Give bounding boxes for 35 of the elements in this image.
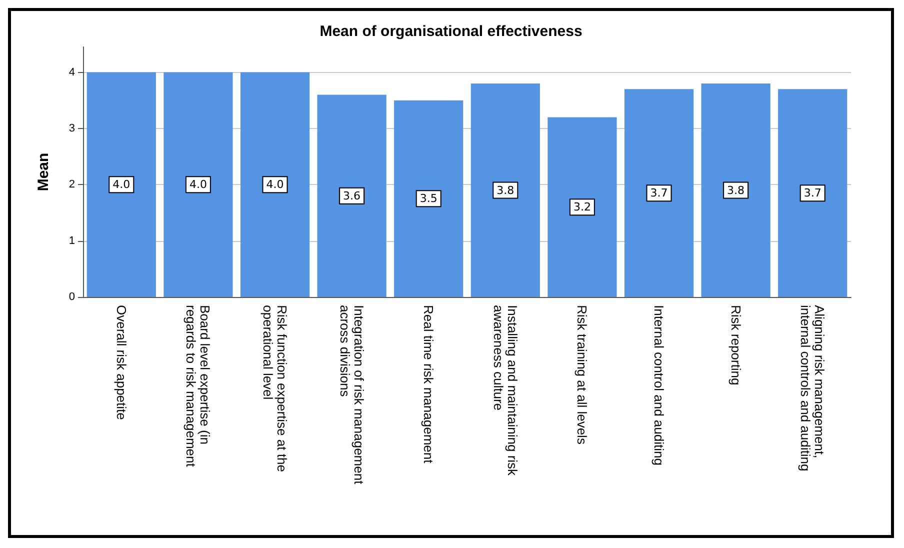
bar <box>548 117 617 297</box>
bar <box>240 72 310 297</box>
x-tick-label: Installing and maintaining risk awareness culture <box>490 305 520 480</box>
x-tick-label: Board level expertise (in regards to risk management <box>184 305 213 468</box>
y-tick-label: 3 <box>68 122 75 134</box>
y-tick-label: 0 <box>68 291 75 303</box>
y-tick-label: 1 <box>68 234 75 247</box>
data-label: 3.8 <box>727 184 745 197</box>
chart-title: Mean of organisational effectiveness <box>320 23 582 40</box>
bar <box>470 84 540 297</box>
bar <box>164 72 233 297</box>
data-label: 3.7 <box>650 186 668 200</box>
bar <box>394 100 464 297</box>
x-tick-label: Risk training at all levels <box>574 305 590 445</box>
x-tick-label: Aligning risk management, internal controls and auditing <box>798 305 828 472</box>
bar <box>624 89 694 297</box>
x-tick-label: Risk reporting <box>728 305 744 386</box>
x-tick-label: Overall risk appetite <box>114 305 129 420</box>
y-tick-label: 2 <box>68 178 75 191</box>
x-tick-label: Internal control and auditing <box>652 305 666 466</box>
bar <box>317 94 386 297</box>
data-label: 3.6 <box>343 189 361 202</box>
data-label: 4.0 <box>112 178 130 192</box>
data-label: 3.5 <box>420 192 438 206</box>
y-tick-label: 4 <box>68 66 75 78</box>
bar <box>778 89 848 297</box>
data-label: 3.2 <box>573 200 591 214</box>
data-label: 4.0 <box>189 178 207 192</box>
bar <box>701 84 770 297</box>
x-tick-label: Real time risk management <box>421 305 436 464</box>
bar <box>86 72 156 297</box>
data-label: 3.7 <box>804 186 822 200</box>
y-axis-title: Mean <box>35 152 52 192</box>
data-label: 3.8 <box>496 184 514 197</box>
data-label: 4.0 <box>266 178 284 192</box>
